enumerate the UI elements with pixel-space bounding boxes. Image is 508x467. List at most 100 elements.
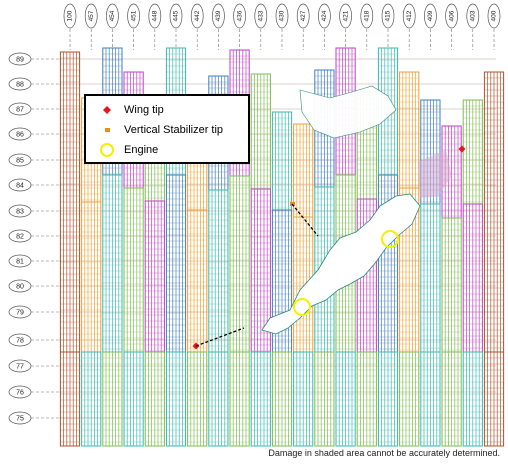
floor-segment [229, 351, 250, 447]
row-label-text: 87 [16, 106, 24, 113]
floor-segment [271, 351, 293, 447]
floor-segment [102, 174, 123, 353]
floor-segment [81, 351, 102, 447]
column-label-text: 433 [258, 10, 265, 21]
floor-segment [462, 99, 483, 205]
column-label: 415 [381, 3, 395, 29]
floor-segment [123, 351, 144, 447]
floor-segment [187, 209, 208, 353]
row-label-text: 86 [16, 131, 24, 138]
floor-segment [187, 351, 208, 447]
floor-segment [462, 351, 483, 447]
row-label: 80 [8, 279, 32, 293]
column-label-text: 421 [342, 10, 349, 21]
floor-segment [229, 175, 250, 353]
column-label: 430 [275, 3, 289, 29]
floor-segment [314, 351, 335, 447]
row-label-text: 85 [16, 157, 24, 164]
column-label: 409 [424, 3, 437, 29]
legend-item-engine: Engine [94, 142, 158, 158]
floor-segment [420, 203, 441, 353]
floor-segment [208, 189, 229, 353]
engine-marker [381, 230, 399, 248]
row-label-text: 75 [16, 415, 24, 422]
row-label-text: 78 [16, 337, 24, 344]
row-label-text: 83 [16, 208, 24, 215]
row-label-text: 82 [16, 233, 24, 240]
column-label-text: 430 [279, 10, 286, 21]
legend-item-vertical-stabilizer-tip: Vertical Stabilizer tip [94, 122, 223, 138]
column-label-text: 100 [67, 10, 74, 21]
column-label-text: 448 [152, 10, 159, 21]
floor-segment [165, 174, 187, 353]
row-labels: 89 88 87 86 85 84 83 82 81 80 79 78 77 76 75 [8, 52, 32, 425]
column-label-text: 436 [236, 10, 243, 21]
row-label: 77 [8, 359, 32, 373]
floor-segment [59, 51, 81, 353]
floor-segment [250, 351, 271, 447]
floor-segment [399, 71, 420, 189]
column-label: 424 [318, 3, 331, 29]
row-label: 89 [8, 52, 32, 66]
column-label: 100 [63, 3, 77, 29]
row-label: 83 [8, 204, 32, 218]
column-label: 436 [233, 3, 246, 29]
row-label-text: 79 [16, 309, 24, 316]
column-label-text: 427 [300, 10, 307, 21]
row-label: 82 [8, 229, 32, 243]
column-label: 427 [296, 3, 310, 29]
stabilizer-trajectory [291, 203, 319, 237]
floor-segment [81, 201, 102, 353]
column-label-text: 400 [491, 10, 498, 21]
column-label: 442 [190, 3, 204, 29]
column-label: 448 [148, 3, 162, 29]
floor-segment [123, 187, 144, 353]
column-label-text: 442 [194, 10, 201, 21]
column-label: 451 [127, 3, 140, 29]
column-label: 418 [360, 3, 374, 29]
row-label: 85 [8, 153, 32, 167]
floor-segment [144, 200, 165, 353]
row-label: 76 [8, 385, 32, 399]
column-label-text: 451 [130, 10, 137, 21]
legend-label: Engine [124, 144, 159, 156]
column-label: 445 [169, 3, 183, 29]
floor-segment [441, 351, 462, 447]
floor-segment [335, 351, 356, 447]
wing-tip-trajectory [195, 327, 245, 347]
column-label-text: 418 [364, 10, 371, 21]
engine-circle-icon [94, 142, 120, 158]
floor-segment [102, 351, 123, 447]
column-label: 403 [466, 3, 480, 29]
row-label: 88 [8, 77, 32, 91]
legend-label: Vertical Stabilizer tip [124, 124, 224, 136]
column-label: 406 [445, 3, 458, 29]
row-label-text: 81 [16, 258, 24, 265]
row-label-text: 84 [16, 182, 24, 189]
column-label-text: 403 [470, 10, 477, 21]
damage-note: Damage in shaded area cannot be accurate… [268, 448, 500, 458]
row-label-text: 80 [16, 283, 24, 290]
upper-void-shape [299, 85, 397, 139]
shaded-area [418, 150, 452, 198]
row-label: 86 [8, 127, 32, 141]
column-label-text: 439 [215, 10, 222, 21]
row-label: 81 [8, 254, 32, 268]
floor-segment [208, 351, 229, 447]
floor-segment [59, 351, 81, 447]
row-label-text: 76 [16, 389, 24, 396]
floor-segment [165, 351, 187, 447]
column-label: 433 [254, 3, 268, 29]
row-label-text: 77 [16, 363, 24, 370]
column-label-text: 412 [406, 10, 413, 21]
column-label: 412 [402, 3, 416, 29]
column-label: 439 [212, 3, 225, 29]
row-label-text: 89 [16, 56, 24, 63]
floor-segment [293, 123, 314, 218]
floor-segment [250, 73, 271, 190]
column-label-text: 409 [427, 10, 434, 21]
floor-segment [420, 351, 441, 447]
column-label: 454 [106, 3, 119, 29]
floor-segment [271, 111, 293, 211]
